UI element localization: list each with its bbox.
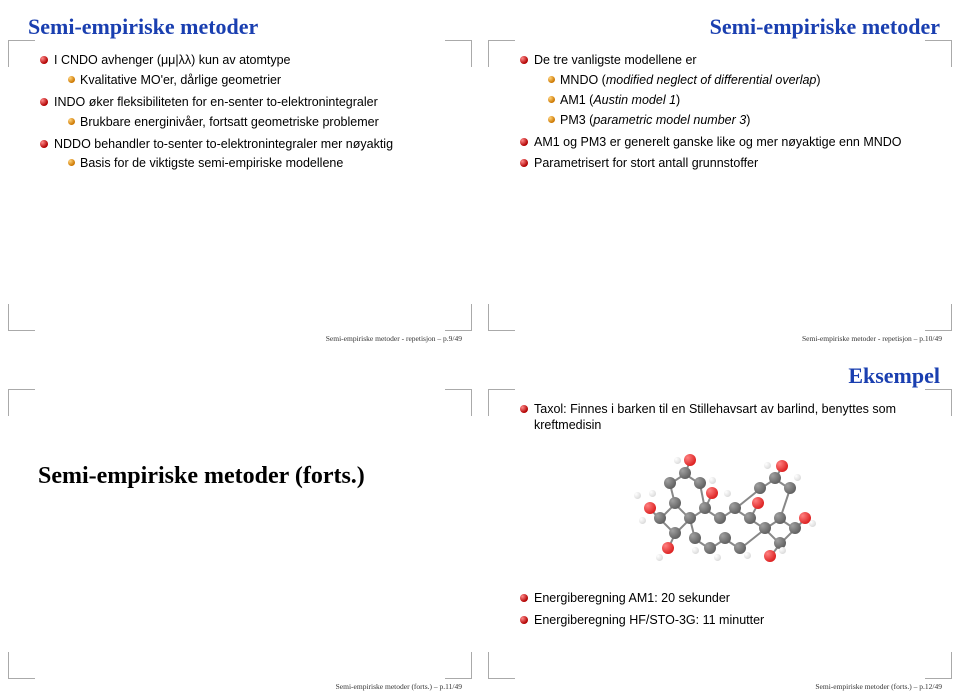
slide-12: Eksempel Taxol: Finnes i barken til en S… (480, 349, 960, 697)
list-subitem: Basis for de viktigste semi-empiriske mo… (68, 155, 460, 172)
list-subitem: Brukbare energinivåer, fortsatt geometri… (68, 114, 460, 131)
list-item: De tre vanligste modellene erMNDO (modif… (520, 52, 940, 129)
slide-11: Semi-empiriske metoder (forts.) Semi-emp… (0, 349, 480, 697)
slide-footer: Semi-empiriske metoder (forts.) – p.12/4… (815, 682, 942, 691)
taxol-molecule (614, 442, 834, 582)
list-item: Parametrisert for stort antall grunnstof… (520, 155, 940, 172)
slide-10: Semi-empiriske metoder De tre vanligste … (480, 0, 960, 349)
list-subitem: Kvalitative MO'er, dårlige geometrier (68, 72, 460, 89)
list-item: Energiberegning HF/STO-3G: 11 minutter (520, 612, 940, 629)
slide-content: Taxol: Finnes i barken til en Stillehavs… (508, 401, 940, 630)
slide-footer: Semi-empiriske metoder - repetisjon – p.… (326, 334, 462, 343)
slide-content: I CNDO avhenger (μμ|λλ) kun av atomtypeK… (28, 52, 460, 172)
slide-title: Eksempel (508, 363, 940, 389)
section-title: Semi-empiriske metoder (forts.) (38, 463, 460, 490)
slide-content: De tre vanligste modellene erMNDO (modif… (508, 52, 940, 172)
slide-footer: Semi-empiriske metoder - repetisjon – p.… (802, 334, 942, 343)
slide-9: Semi-empiriske metoder I CNDO avhenger (… (0, 0, 480, 349)
list-subitem: PM3 (parametric model number 3) (548, 112, 940, 129)
list-item: I CNDO avhenger (μμ|λλ) kun av atomtypeK… (40, 52, 460, 89)
list-item: Taxol: Finnes i barken til en Stillehavs… (520, 401, 940, 435)
list-subitem: AM1 (Austin model 1) (548, 92, 940, 109)
slide-title: Semi-empiriske metoder (28, 14, 460, 40)
slide-title: Semi-empiriske metoder (508, 14, 940, 40)
list-item: NDDO behandler to-senter to-elektroninte… (40, 136, 460, 173)
list-item: Energiberegning AM1: 20 sekunder (520, 590, 940, 607)
list-item: INDO øker fleksibiliteten for en-senter … (40, 94, 460, 131)
slide-footer: Semi-empiriske metoder (forts.) – p.11/4… (336, 682, 462, 691)
list-item: AM1 og PM3 er generelt ganske like og me… (520, 134, 940, 151)
list-subitem: MNDO (modified neglect of differential o… (548, 72, 940, 89)
